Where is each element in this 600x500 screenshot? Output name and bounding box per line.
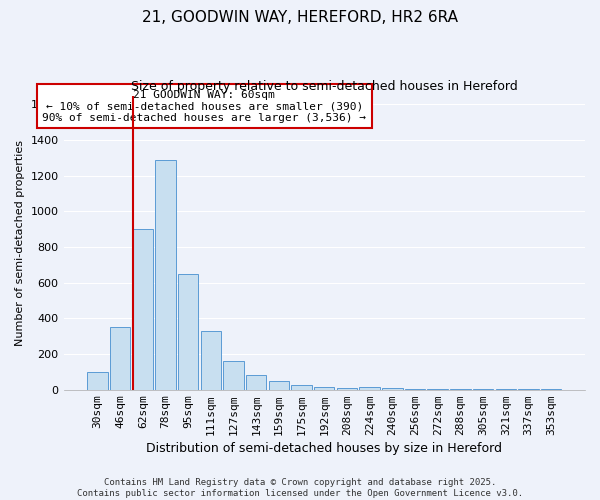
Bar: [223, 361, 244, 390]
Bar: [110, 328, 130, 390]
Bar: [314, 387, 334, 390]
Bar: [405, 389, 425, 390]
Bar: [155, 160, 176, 390]
Bar: [359, 387, 380, 390]
X-axis label: Distribution of semi-detached houses by size in Hereford: Distribution of semi-detached houses by …: [146, 442, 502, 455]
Bar: [382, 388, 403, 390]
Bar: [427, 389, 448, 390]
Bar: [337, 388, 357, 390]
Bar: [246, 376, 266, 390]
Title: Size of property relative to semi-detached houses in Hereford: Size of property relative to semi-detach…: [131, 80, 518, 93]
Bar: [178, 274, 199, 390]
Bar: [269, 381, 289, 390]
Text: 21, GOODWIN WAY, HEREFORD, HR2 6RA: 21, GOODWIN WAY, HEREFORD, HR2 6RA: [142, 10, 458, 25]
Bar: [87, 372, 107, 390]
Bar: [200, 331, 221, 390]
Bar: [292, 385, 312, 390]
Bar: [133, 230, 153, 390]
Y-axis label: Number of semi-detached properties: Number of semi-detached properties: [15, 140, 25, 346]
Text: 21 GOODWIN WAY: 60sqm
← 10% of semi-detached houses are smaller (390)
90% of sem: 21 GOODWIN WAY: 60sqm ← 10% of semi-deta…: [43, 90, 367, 123]
Text: Contains HM Land Registry data © Crown copyright and database right 2025.
Contai: Contains HM Land Registry data © Crown c…: [77, 478, 523, 498]
Bar: [450, 389, 470, 390]
